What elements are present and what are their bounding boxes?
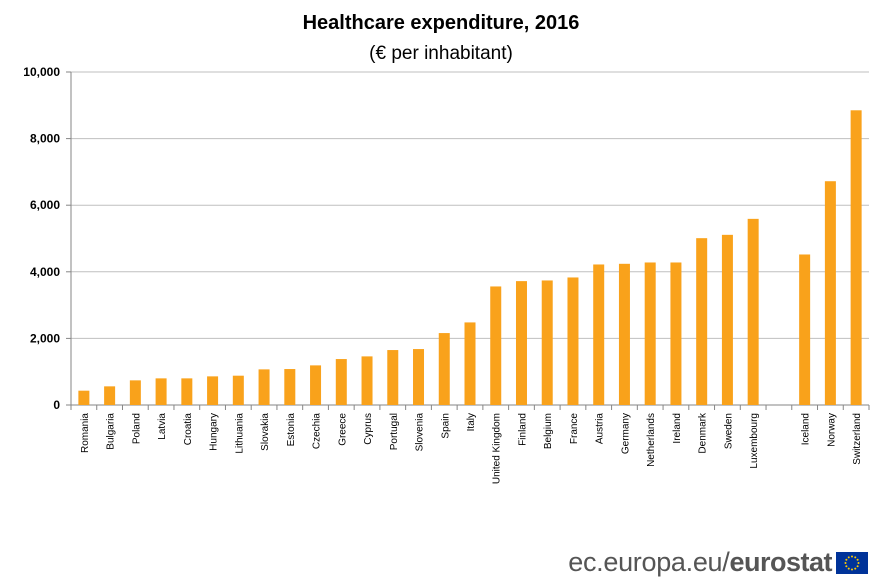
x-category-label: Croatia bbox=[183, 413, 194, 446]
bar bbox=[387, 350, 399, 405]
bar bbox=[284, 369, 296, 405]
x-category-label: Poland bbox=[131, 413, 142, 444]
x-category-label: Latvia bbox=[157, 413, 168, 440]
x-category-label: Greece bbox=[337, 413, 348, 446]
bar bbox=[618, 263, 630, 405]
bar bbox=[567, 277, 579, 405]
bar bbox=[155, 378, 167, 405]
bar bbox=[515, 281, 527, 405]
x-category-label: Finland bbox=[517, 413, 528, 446]
y-tick-label: 6,000 bbox=[30, 198, 60, 212]
x-category-label: Denmark bbox=[698, 412, 709, 454]
bar bbox=[104, 386, 116, 405]
x-category-label: Austria bbox=[595, 413, 606, 445]
x-category-label: Bulgaria bbox=[106, 413, 117, 450]
eurostat-footer: ec.europa.eu/ eurostat bbox=[568, 547, 868, 578]
flag-star bbox=[845, 564, 848, 567]
x-category-label: Germany bbox=[620, 413, 631, 454]
x-category-label: Romania bbox=[80, 413, 91, 453]
x-category-label: Switzerland bbox=[852, 413, 863, 465]
bar bbox=[78, 390, 90, 405]
y-tick-label: 2,000 bbox=[30, 331, 60, 345]
y-tick-label: 0 bbox=[53, 398, 60, 412]
x-category-label: Lithuania bbox=[234, 413, 245, 454]
flag-star bbox=[847, 567, 850, 570]
bar bbox=[644, 262, 656, 405]
bar bbox=[335, 359, 347, 405]
flag-star bbox=[856, 558, 859, 561]
flag-star bbox=[854, 567, 857, 570]
bar bbox=[232, 375, 244, 405]
bar bbox=[129, 380, 141, 405]
x-category-label: Luxembourg bbox=[749, 413, 760, 469]
bar bbox=[207, 376, 219, 405]
bar bbox=[181, 378, 193, 405]
flag-star bbox=[851, 568, 853, 570]
chart-subtitle: (€ per inhabitant) bbox=[369, 43, 513, 64]
y-tick-label: 4,000 bbox=[30, 265, 60, 279]
x-category-label: Estonia bbox=[286, 413, 297, 447]
x-category-label: France bbox=[569, 413, 580, 445]
y-tick-label: 10,000 bbox=[23, 65, 60, 79]
bar bbox=[464, 322, 476, 405]
eu-flag-icon bbox=[836, 551, 868, 574]
flag-star bbox=[844, 561, 847, 564]
x-category-label: Spain bbox=[440, 413, 451, 439]
bar bbox=[310, 365, 322, 405]
x-category-label: United Kingdom bbox=[492, 413, 503, 484]
x-category-label: Netherlands bbox=[646, 413, 657, 467]
bar bbox=[490, 286, 502, 405]
x-category-label: Ireland bbox=[672, 413, 683, 444]
bar bbox=[670, 262, 682, 405]
flag-star bbox=[854, 555, 857, 558]
bar bbox=[721, 234, 733, 405]
bar bbox=[824, 181, 836, 405]
flag-star bbox=[856, 564, 859, 567]
footer-brand: eurostat bbox=[729, 547, 832, 577]
x-category-label: Czechia bbox=[312, 413, 323, 450]
bar bbox=[438, 333, 450, 405]
footer-site: ec.europa.eu/ bbox=[568, 547, 730, 577]
x-category-label: Iceland bbox=[801, 413, 812, 445]
bar bbox=[593, 264, 605, 405]
bar bbox=[799, 254, 811, 405]
bar bbox=[258, 369, 270, 405]
bar bbox=[850, 110, 862, 406]
x-category-label: Sweden bbox=[723, 413, 734, 449]
y-tick-label: 8,000 bbox=[30, 132, 60, 146]
x-category-label: Norway bbox=[826, 413, 837, 447]
flag-star bbox=[857, 561, 860, 564]
x-category-label: Hungary bbox=[209, 413, 220, 451]
flag-star bbox=[845, 558, 848, 561]
bar bbox=[696, 238, 708, 405]
flag-star bbox=[851, 555, 853, 557]
x-category-label: Portugal bbox=[389, 413, 400, 450]
flag-star bbox=[847, 555, 850, 558]
x-category-label: Cyprus bbox=[363, 413, 374, 445]
x-category-label: Belgium bbox=[543, 413, 554, 449]
chart-title: Healthcare expenditure, 2016 bbox=[302, 12, 580, 34]
x-category-label: Slovenia bbox=[415, 413, 426, 452]
x-category-label: Slovakia bbox=[260, 413, 271, 451]
bar bbox=[413, 349, 425, 405]
bar bbox=[747, 218, 759, 405]
x-category-label: Italy bbox=[466, 413, 477, 431]
bar bbox=[361, 356, 373, 405]
bar bbox=[541, 280, 553, 405]
